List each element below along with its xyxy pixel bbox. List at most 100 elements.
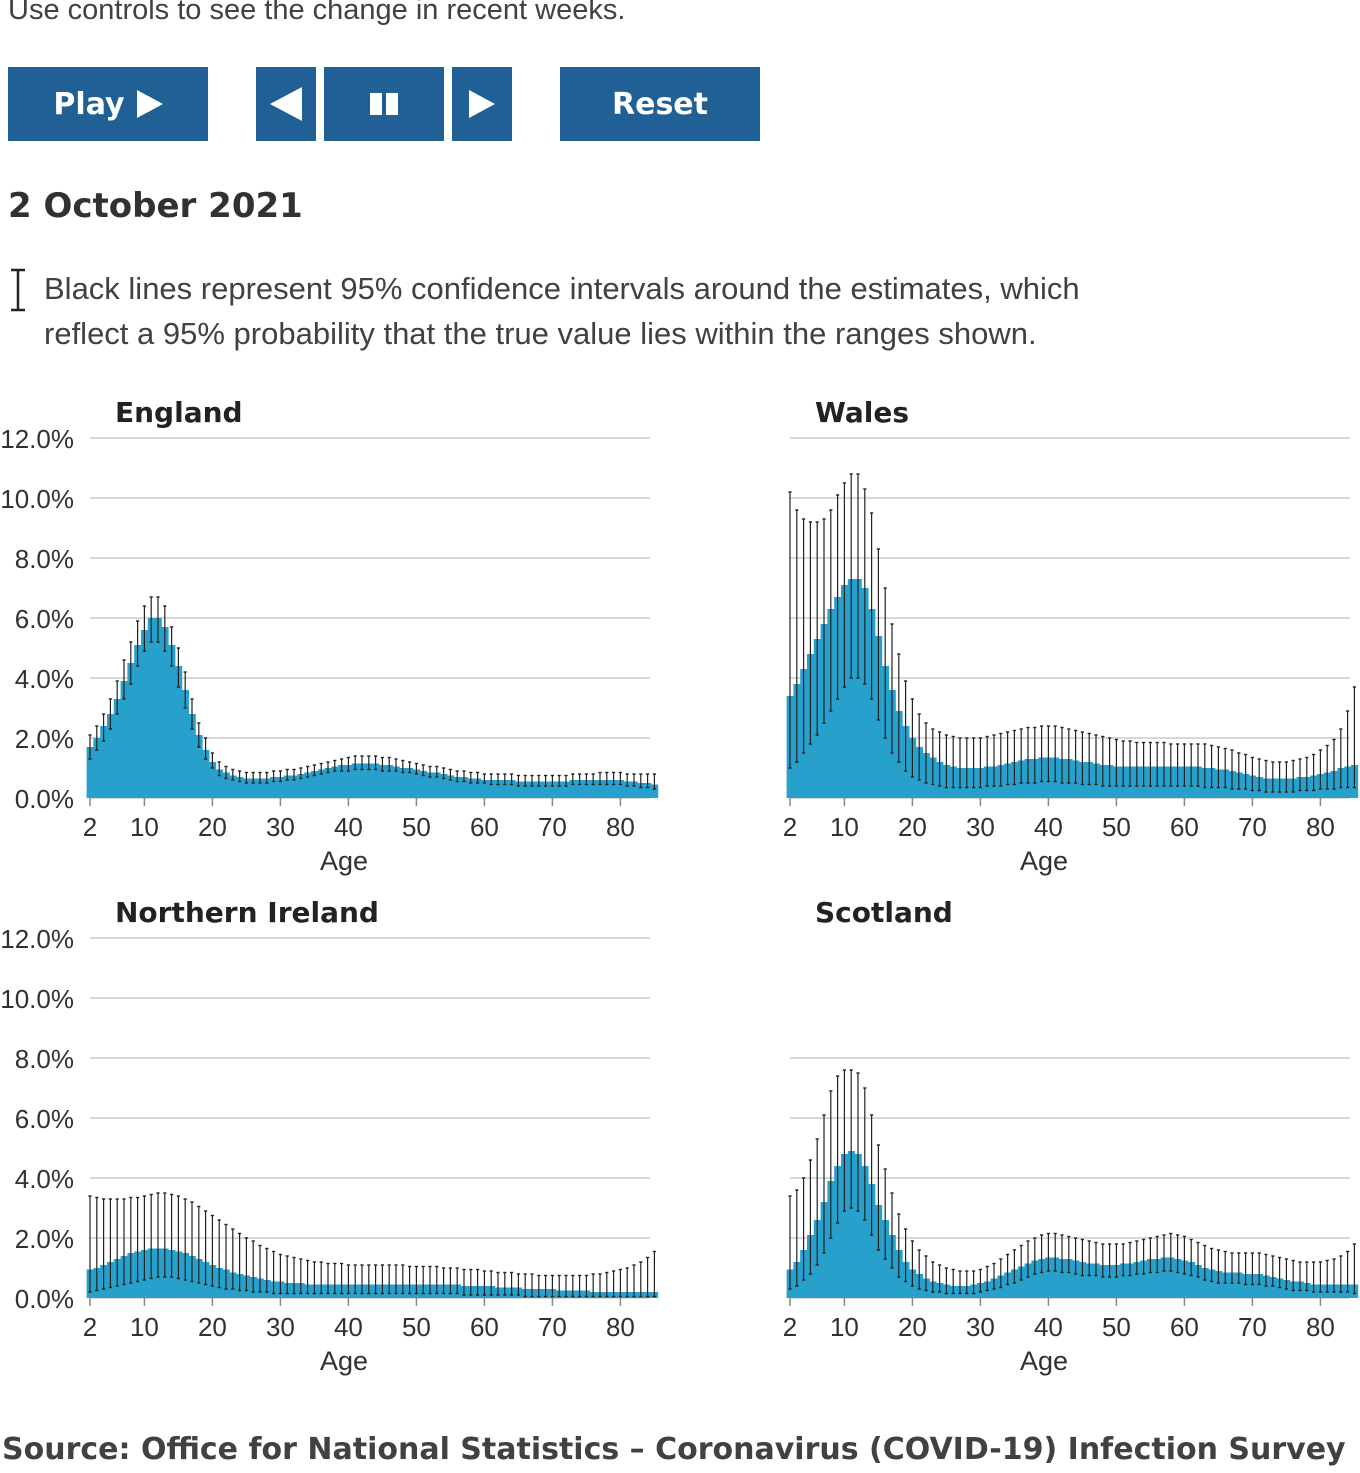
error-bar xyxy=(1012,729,1016,786)
x-tick-label: 2 xyxy=(783,812,797,842)
bar xyxy=(610,780,618,798)
x-tick-label: 50 xyxy=(402,1312,431,1342)
error-bar xyxy=(1012,1249,1016,1284)
error-bar xyxy=(1284,761,1288,793)
bar xyxy=(589,780,597,798)
x-tick-label: 60 xyxy=(1170,1312,1199,1342)
error-bar xyxy=(265,771,269,784)
error-bar xyxy=(1006,731,1010,786)
bar xyxy=(1140,1260,1148,1298)
error-bar xyxy=(1155,1235,1159,1274)
error-bar xyxy=(1128,1241,1132,1277)
error-bar xyxy=(1169,1232,1173,1272)
error-bar xyxy=(102,713,106,742)
bar xyxy=(1051,1257,1059,1298)
bar xyxy=(651,784,659,798)
error-bar xyxy=(380,1264,384,1295)
bar xyxy=(644,783,652,798)
error-bar xyxy=(176,647,180,688)
bar xyxy=(154,618,162,798)
error-bar xyxy=(1352,1243,1356,1295)
error-bar xyxy=(278,1253,282,1295)
x-tick-label: 30 xyxy=(266,1312,295,1342)
error-bar xyxy=(197,1205,201,1284)
bar xyxy=(107,714,115,798)
step-forward-button[interactable] xyxy=(452,67,512,141)
error-bar xyxy=(1264,1253,1268,1287)
error-bar xyxy=(95,1196,99,1292)
error-bar xyxy=(1346,710,1350,789)
error-bar xyxy=(496,1271,500,1296)
error-bar xyxy=(170,1193,174,1278)
error-bar xyxy=(251,1240,255,1293)
error-bar xyxy=(972,1270,976,1295)
error-bar xyxy=(646,1256,650,1298)
step-back-button[interactable] xyxy=(256,67,316,141)
error-bar xyxy=(931,728,935,786)
x-tick-label: 2 xyxy=(83,1312,97,1342)
error-bar xyxy=(802,1177,806,1281)
error-bar xyxy=(115,680,119,715)
error-bar xyxy=(1182,1235,1186,1275)
bar xyxy=(379,765,387,798)
bar xyxy=(93,738,101,798)
error-bar xyxy=(1101,1243,1105,1278)
bar xyxy=(433,772,441,798)
x-tick-label: 60 xyxy=(470,812,499,842)
error-bar xyxy=(1108,1243,1112,1278)
current-date-label: 2 October 2021 xyxy=(8,186,303,226)
error-bar xyxy=(170,626,174,667)
error-bar xyxy=(904,1228,908,1283)
error-bar xyxy=(414,1265,418,1295)
error-bar xyxy=(129,641,133,685)
play-button[interactable]: Play xyxy=(8,67,208,141)
error-bar xyxy=(1080,1238,1084,1277)
error-bar xyxy=(1284,1258,1288,1290)
error-bar xyxy=(88,734,92,760)
error-bar xyxy=(897,1213,901,1278)
bar xyxy=(1031,1260,1039,1298)
error-bar xyxy=(231,768,235,781)
error-bar xyxy=(204,737,208,760)
error-bar xyxy=(1223,1250,1227,1284)
error-bar xyxy=(469,1268,473,1296)
bar xyxy=(1201,1268,1209,1298)
error-bar xyxy=(537,1274,541,1298)
error-bar xyxy=(876,1144,880,1251)
error-bar xyxy=(530,774,534,787)
y-tick-label: 12.0% xyxy=(0,924,74,954)
error-bar xyxy=(1332,1258,1336,1293)
error-bar xyxy=(544,774,548,787)
error-bar xyxy=(1142,1238,1146,1275)
error-bar xyxy=(550,1274,554,1298)
bar xyxy=(1221,1272,1229,1298)
error-bar xyxy=(482,773,486,784)
error-bar xyxy=(108,698,112,730)
y-tick-label: 12.0% xyxy=(0,424,74,454)
bar xyxy=(1153,1259,1161,1298)
bar xyxy=(1004,1272,1012,1298)
chart-panel: 0.0% 2.0% 4.0% 6.0% 8.0% 10.0% 12.0% 2 10 20 30 40 5… xyxy=(0,396,659,876)
error-bar xyxy=(1148,1237,1152,1274)
bar xyxy=(358,763,366,798)
error-bar xyxy=(374,1264,378,1295)
pause-button[interactable] xyxy=(324,67,444,141)
error-bar xyxy=(183,671,187,709)
error-bar xyxy=(1203,1244,1207,1281)
error-bar xyxy=(612,771,616,786)
bar xyxy=(1024,1263,1032,1298)
x-tick-label: 70 xyxy=(538,812,567,842)
error-bar xyxy=(367,755,371,771)
error-bar xyxy=(1237,1252,1241,1284)
error-bar xyxy=(1135,1240,1139,1275)
error-bar xyxy=(1176,743,1180,787)
bar xyxy=(202,750,210,798)
error-bar xyxy=(292,768,296,781)
error-bar xyxy=(958,737,962,789)
chart-panel: 0.0% 2.0% 4.0% 6.0% 8.0% 10.0% 12.0% 2 10 20 30 40 5… xyxy=(0,896,659,1376)
error-bar xyxy=(992,1262,996,1290)
bar xyxy=(1228,1272,1236,1298)
bar xyxy=(1113,1265,1121,1298)
reset-button[interactable]: Reset xyxy=(560,67,760,141)
error-bar xyxy=(312,764,316,777)
